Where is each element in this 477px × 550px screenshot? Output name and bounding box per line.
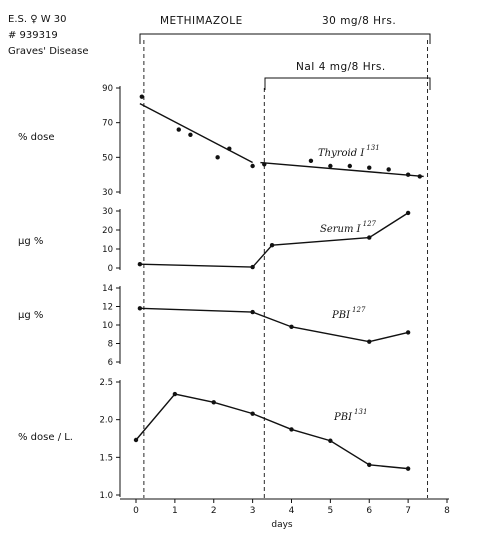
x-tick-label: 8 (444, 506, 450, 516)
x-tick-label: 5 (328, 506, 334, 516)
series-line (135, 393, 409, 470)
data-point (386, 167, 391, 172)
data-point (308, 158, 314, 163)
x-tick-label: 3 (250, 506, 256, 516)
data-point (405, 210, 411, 216)
data-point (137, 262, 143, 267)
panel-4-series-label: PBI (333, 412, 353, 423)
y-tick-label: 12 (102, 303, 113, 313)
data-point (172, 391, 178, 397)
y-tick-label: 10 (102, 321, 113, 331)
data-point (367, 165, 372, 170)
y-tick-label: 14 (102, 284, 113, 294)
fit-line-1 (139, 102, 253, 164)
panel-3-y-label: µg % (18, 310, 43, 321)
y-tick-label: 50 (102, 153, 113, 163)
panel-4: 1.0 1.5 2.0 2.5 % dose / L. PBI 131 (18, 378, 411, 501)
series-line (139, 307, 409, 343)
y-tick-label: 8 (108, 340, 113, 350)
treatment2-bracket (264, 77, 431, 90)
diagnosis-label: Graves' Disease (8, 46, 89, 57)
y-tick-label: 2.0 (99, 416, 113, 426)
y-tick-label: 2.5 (99, 378, 113, 388)
patient-label: E.S. ♀ W 30 (8, 14, 67, 25)
data-point (133, 437, 139, 443)
data-point (405, 172, 411, 177)
y-tick-label: 70 (102, 119, 113, 129)
panel-2-series-superscript: 127 (363, 220, 377, 228)
panel-3-series-label: PBI (331, 310, 351, 321)
x-tick-label: 1 (172, 506, 178, 516)
y-tick-label: 20 (102, 226, 113, 236)
x-tick-label: 0 (133, 506, 139, 516)
treatment2-label: NaI 4 mg/8 Hrs. (296, 61, 386, 73)
data-point (139, 94, 145, 99)
data-point (289, 427, 294, 432)
data-point (188, 132, 193, 137)
data-point (367, 462, 372, 468)
data-point (405, 330, 411, 335)
panel-1-series-superscript: 131 (366, 144, 379, 152)
y-tick-label: 30 (102, 188, 113, 198)
data-point (417, 174, 422, 179)
data-point (215, 155, 220, 160)
data-point (250, 411, 255, 416)
x-axis-label: days (271, 520, 293, 530)
y-tick-label: 1.0 (99, 491, 113, 501)
panel-4-y-label: % dose / L. (18, 432, 73, 443)
x-tick-label: 4 (289, 506, 295, 516)
y-tick-label: 6 (108, 358, 113, 368)
panel-3-series-superscript: 127 (352, 306, 366, 314)
treatment1-dose-label: 30 mg/8 Hrs. (322, 15, 396, 27)
data-point (211, 400, 216, 405)
panel-1: 30 50 70 90 % dose Thyroid I 131 (18, 84, 424, 198)
data-point (328, 163, 333, 169)
data-point (250, 264, 255, 270)
x-tick-label: 2 (211, 506, 217, 516)
panel-2-y-label: µg % (18, 236, 43, 247)
data-point (367, 235, 372, 240)
x-tick-label: 6 (366, 506, 372, 516)
y-tick-label: 0 (108, 264, 113, 274)
panel-1-y-label: % dose (18, 132, 55, 143)
x-tick-label: 7 (405, 506, 411, 516)
panel-2: 0 10 20 30 µg % Serum I 127 (18, 207, 411, 274)
data-point (176, 127, 181, 132)
panel-1-series-label: Thyroid I (318, 148, 365, 159)
panel-2-series-label: Serum I (320, 224, 362, 235)
treatment1-drug-label: METHIMAZOLE (160, 15, 243, 27)
treatment1-bracket (139, 33, 431, 44)
data-point (137, 306, 143, 311)
data-point (328, 438, 333, 443)
data-point (250, 309, 255, 315)
y-tick-label: 90 (102, 84, 113, 94)
x-axis: 0 1 2 3 4 5 6 7 8 (120, 498, 450, 516)
data-point (367, 339, 372, 344)
patient-number: # 939319 (8, 30, 58, 41)
panel-4-series-superscript: 131 (354, 408, 367, 416)
data-point (227, 146, 232, 151)
data-point (347, 163, 353, 169)
panel-3: 6 8 10 12 14 µg % PBI 127 (18, 284, 411, 368)
fit-line-2 (260, 161, 424, 178)
y-tick-label: 10 (102, 245, 113, 255)
data-point (289, 324, 294, 330)
data-point (250, 163, 255, 169)
data-point (269, 243, 275, 248)
y-tick-label: 30 (102, 207, 113, 217)
data-point (262, 162, 267, 167)
data-point (405, 466, 411, 471)
y-tick-label: 1.5 (99, 453, 113, 463)
